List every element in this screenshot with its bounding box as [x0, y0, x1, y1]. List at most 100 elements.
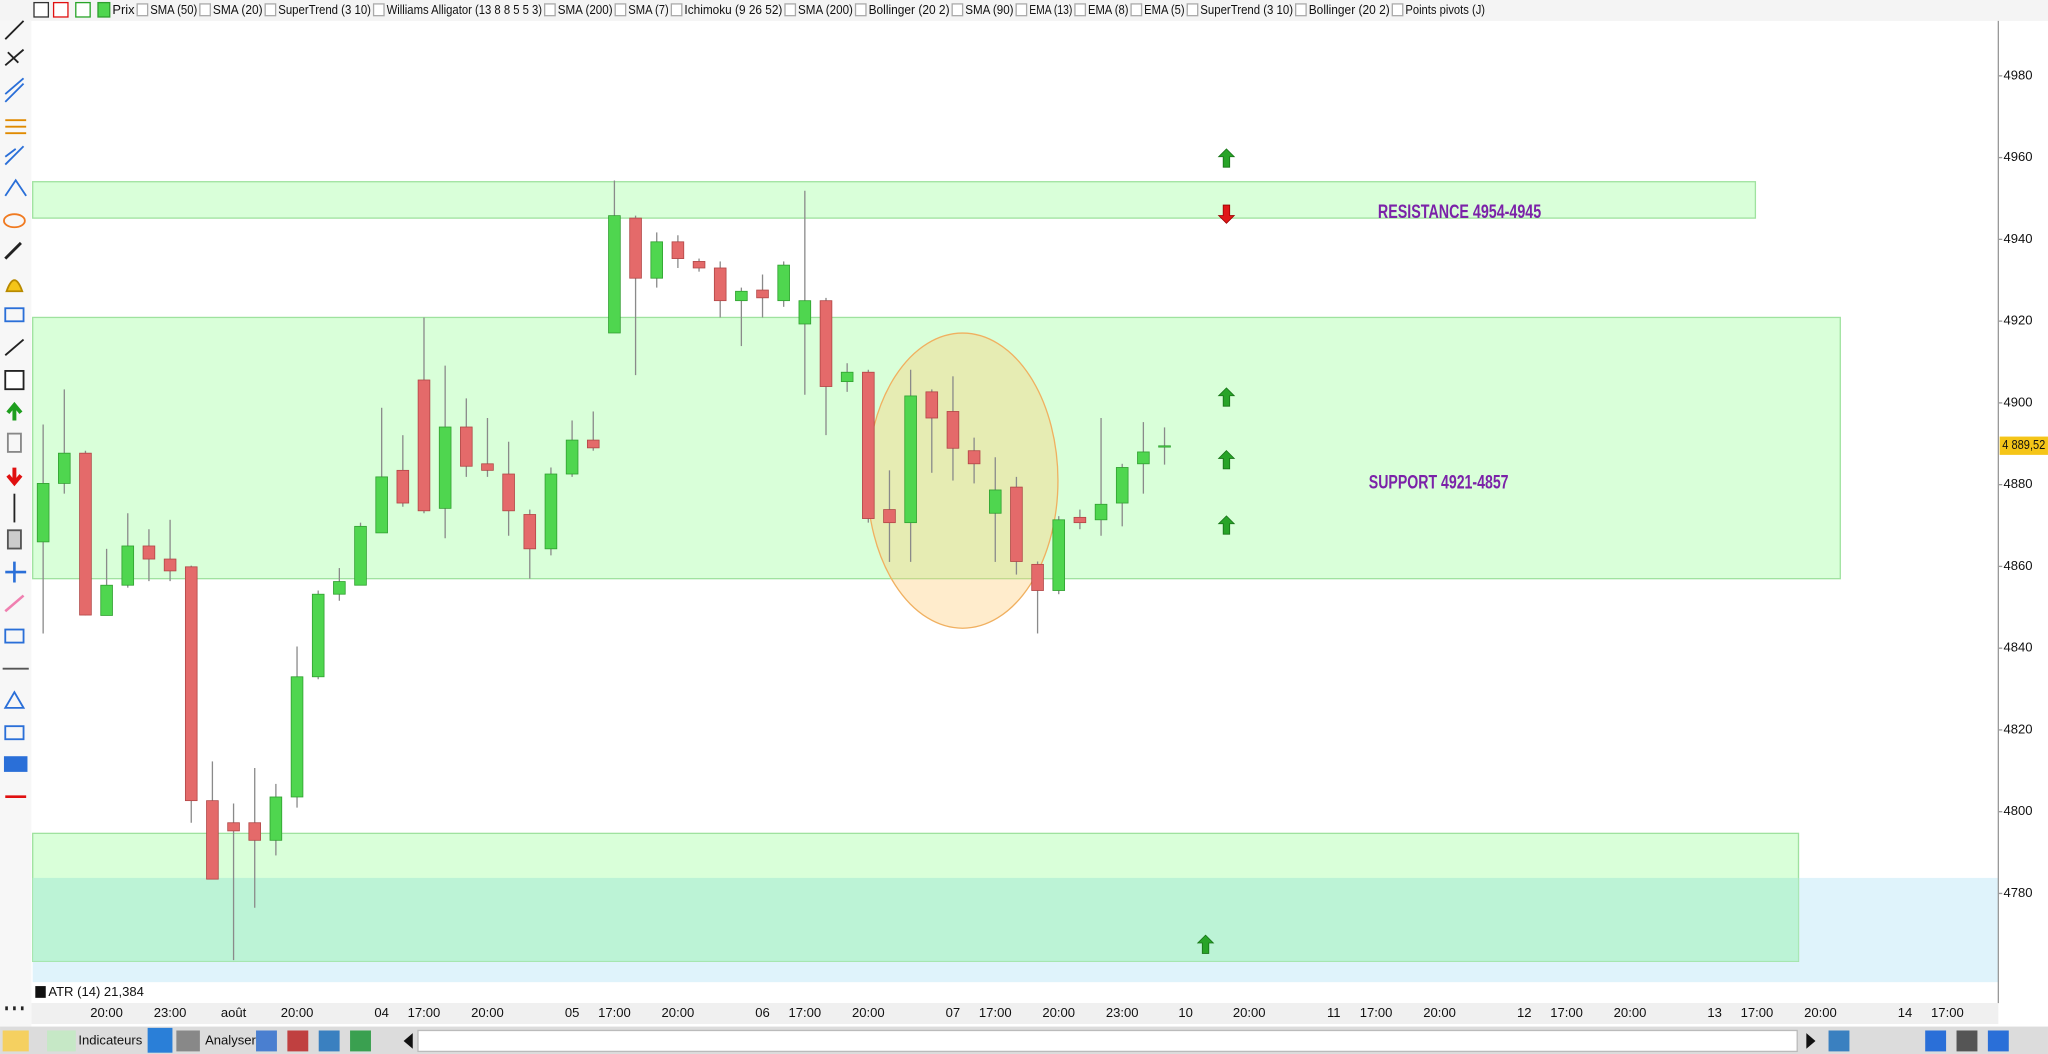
indicator-checkbox[interactable]	[1074, 3, 1087, 17]
indicator-name[interactable]: Prix	[112, 2, 135, 17]
support-label: SUPPORT 4921-4857	[1369, 471, 1509, 493]
candle-body	[460, 426, 473, 467]
candle-body	[608, 215, 621, 334]
indicators-button[interactable]: Indicateurs	[78, 1032, 142, 1047]
atr-box	[31, 983, 136, 1002]
indicator-name[interactable]: SMA (200)	[798, 2, 853, 17]
candle-body	[481, 463, 494, 471]
indicator-name[interactable]: Williams Alligator (13 8 8 5 5 3)	[387, 2, 542, 17]
indicator-name[interactable]: SMA (90)	[965, 2, 1013, 17]
analyze-button[interactable]: Analyser	[205, 1032, 256, 1047]
indicator-checkbox[interactable]	[544, 3, 556, 17]
indicator-name[interactable]: SMA (7)	[628, 2, 668, 17]
candle-body	[819, 300, 833, 387]
indicator-checkbox[interactable]	[670, 3, 683, 17]
tool-arrow	[4, 241, 22, 260]
indicator-name[interactable]: SMA (50)	[150, 2, 197, 17]
indicator-checkbox[interactable]	[264, 3, 277, 17]
indicator-checkbox[interactable]	[951, 3, 964, 17]
indicator-checkbox[interactable]	[199, 3, 211, 17]
candle-body	[58, 452, 71, 484]
candle-body	[946, 411, 960, 449]
tool-icon[interactable]	[318, 1030, 340, 1052]
x-tick-label: 17:00	[1550, 1005, 1583, 1020]
candle-body	[375, 476, 388, 534]
indicator-checkbox[interactable]	[784, 3, 797, 17]
tool-icon[interactable]	[350, 1030, 371, 1052]
tool-trash	[6, 529, 22, 550]
indicator-name[interactable]: Bollinger (20 2)	[869, 2, 950, 17]
x-tick-label: août	[221, 1005, 247, 1020]
up-arrow	[1217, 450, 1236, 470]
tool-triangle	[3, 690, 26, 709]
indicator-name[interactable]: SMA (20)	[213, 2, 263, 17]
indicator-checkbox[interactable]	[136, 3, 149, 17]
indicator-checkbox[interactable]	[1391, 3, 1404, 17]
candle-body	[544, 473, 558, 550]
zoom-icon[interactable]	[1925, 1030, 1947, 1052]
candle-body	[417, 379, 431, 512]
left-tools	[2, 20, 29, 1011]
indicator-checkbox[interactable]	[1130, 3, 1143, 17]
indicator-name[interactable]: SuperTrend (3 10)	[1200, 2, 1293, 17]
candle-body	[1073, 516, 1087, 524]
scrollbar[interactable]	[417, 1029, 1798, 1053]
indicator-checkbox[interactable]	[1186, 3, 1199, 17]
scroll-right[interactable]	[1806, 1033, 1816, 1049]
candle-body	[1137, 451, 1150, 465]
x-tick-label: 20:00	[1233, 1005, 1266, 1020]
candle-body	[100, 584, 113, 616]
indicator-checkbox[interactable]	[614, 3, 627, 17]
analyze-icon[interactable]	[176, 1030, 200, 1052]
zoom-out[interactable]	[1956, 1030, 1978, 1052]
indicator-checkbox[interactable]	[372, 3, 385, 17]
candle-body	[586, 439, 600, 449]
tool-icon	[2, 1030, 29, 1052]
x-tick-label: 17:00	[408, 1005, 441, 1020]
tool-zoom	[4, 628, 25, 644]
last-price-label: 4 889,52	[2002, 437, 2045, 452]
candle-body	[290, 676, 304, 798]
tool-icon[interactable]	[256, 1030, 277, 1052]
y-tick-label: 4880	[2004, 476, 2033, 491]
indicator-name[interactable]: Ichimoku (9 26 52)	[684, 2, 782, 17]
candle-body	[184, 566, 198, 802]
last-price-tag	[1999, 436, 2048, 455]
indicator-checkbox[interactable]	[854, 3, 867, 17]
x-tick-label: 20:00	[471, 1005, 504, 1020]
up-arrow	[1217, 515, 1236, 535]
indicators-icon[interactable]	[47, 1030, 76, 1052]
up-arrow	[1196, 934, 1215, 954]
indicator-name[interactable]: EMA (5)	[1144, 2, 1184, 17]
indicator-name[interactable]: SuperTrend (3 10)	[278, 2, 371, 17]
indicator-name[interactable]: SMA (200)	[558, 2, 613, 17]
zoom-in[interactable]	[1987, 1030, 2009, 1052]
share-button[interactable]	[147, 1027, 173, 1053]
tool-rect	[4, 307, 25, 323]
left-toolbar	[0, 20, 32, 1027]
y-tick-label: 4980	[2004, 67, 2033, 82]
candle-body	[925, 391, 939, 419]
candle-body	[206, 800, 219, 880]
x-tick-label: 20:00	[852, 1005, 885, 1020]
candle-body	[502, 473, 515, 512]
indicator-checkbox[interactable]	[1295, 3, 1307, 17]
indicator-list: Prix SMA (50) SMA (20) SuperTrend (3 10) Wil…	[33, 2, 1485, 18]
tool-icon[interactable]	[1828, 1030, 1850, 1052]
tool-icon[interactable]	[287, 1030, 309, 1052]
scroll-left[interactable]	[403, 1033, 413, 1049]
indicator-name[interactable]: Bollinger (20 2)	[1309, 2, 1390, 17]
indicator-checkbox[interactable]	[1015, 3, 1028, 17]
indicator-name[interactable]: EMA (13)	[1029, 2, 1072, 17]
x-tick-label: 20:00	[90, 1005, 123, 1020]
y-tick-label: 4860	[2004, 558, 2033, 573]
x-axis-bar	[31, 1003, 1999, 1024]
up-arrow	[1217, 387, 1236, 407]
candle-body	[396, 469, 410, 504]
candles	[36, 180, 1171, 961]
x-tick-label: 07	[946, 1005, 961, 1020]
indicator-name[interactable]: EMA (8)	[1088, 2, 1128, 17]
candle-body	[862, 371, 875, 519]
down-arrow	[1217, 204, 1236, 224]
indicator-name[interactable]: Points pivots (J)	[1405, 2, 1485, 17]
